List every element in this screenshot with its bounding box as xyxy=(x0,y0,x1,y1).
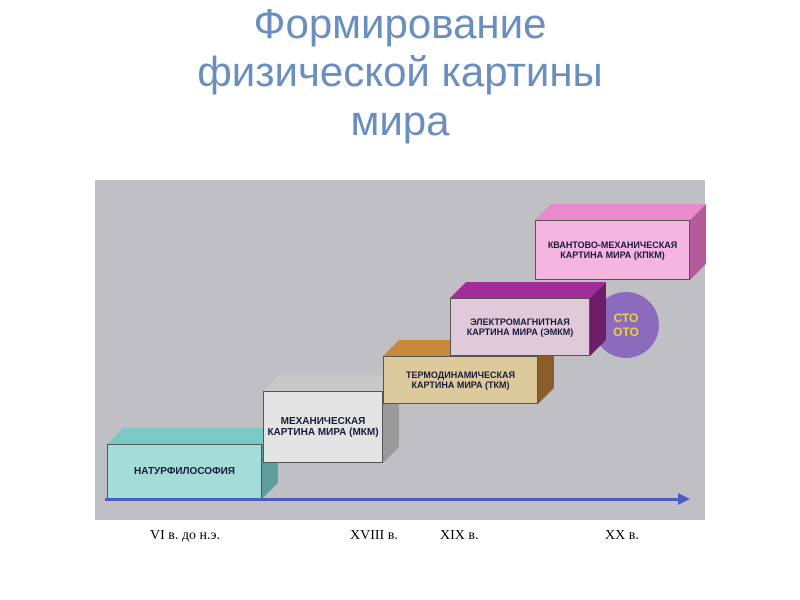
title-line1: Формирование xyxy=(254,0,547,47)
circle-label2: ОТО xyxy=(613,325,639,339)
page-title: Формирование физической картины мира xyxy=(0,0,800,145)
step-front-face: НАТУРФИЛОСОФИЯ xyxy=(107,444,262,499)
step-top-face xyxy=(107,428,278,444)
title-line3: мира xyxy=(350,97,449,144)
circle-label1: СТО xyxy=(614,311,639,325)
step-electromagnetic: ЭЛЕКТРОМАГНИТНАЯ КАРТИНА МИРА (ЭМКМ) xyxy=(450,282,606,356)
timeline-label: XVIII в. xyxy=(350,528,398,544)
step-front-face: ЭЛЕКТРОМАГНИТНАЯ КАРТИНА МИРА (ЭМКМ) xyxy=(450,298,590,356)
step-front-face: КВАНТОВО-МЕХАНИЧЕСКАЯ КАРТИНА МИРА (КПКМ… xyxy=(535,220,690,280)
title-line2: физической картины xyxy=(197,48,602,95)
step-front-face: ТЕРМОДИНАМИЧЕСКАЯ КАРТИНА МИРА (ТКМ) xyxy=(383,356,538,404)
step-quantum: КВАНТОВО-МЕХАНИЧЕСКАЯ КАРТИНА МИРА (КПКМ… xyxy=(535,204,706,280)
timeline-label: XX в. xyxy=(605,528,639,544)
diagram: СТО ОТО НАТУРФИЛОСОФИЯМЕХАНИЧЕСКАЯ КАРТИ… xyxy=(95,180,705,560)
timeline-label: VI в. до н.э. xyxy=(150,528,220,544)
step-mechanical: МЕХАНИЧЕСКАЯ КАРТИНА МИРА (МКМ) xyxy=(263,375,399,463)
timeline-axis xyxy=(105,498,680,501)
timeline-label: XIX в. xyxy=(440,528,479,544)
step-naturphilosophy: НАТУРФИЛОСОФИЯ xyxy=(107,428,278,499)
step-top-face xyxy=(535,204,706,220)
step-front-face: МЕХАНИЧЕСКАЯ КАРТИНА МИРА (МКМ) xyxy=(263,391,383,463)
step-top-face xyxy=(263,375,399,391)
step-top-face xyxy=(450,282,606,298)
